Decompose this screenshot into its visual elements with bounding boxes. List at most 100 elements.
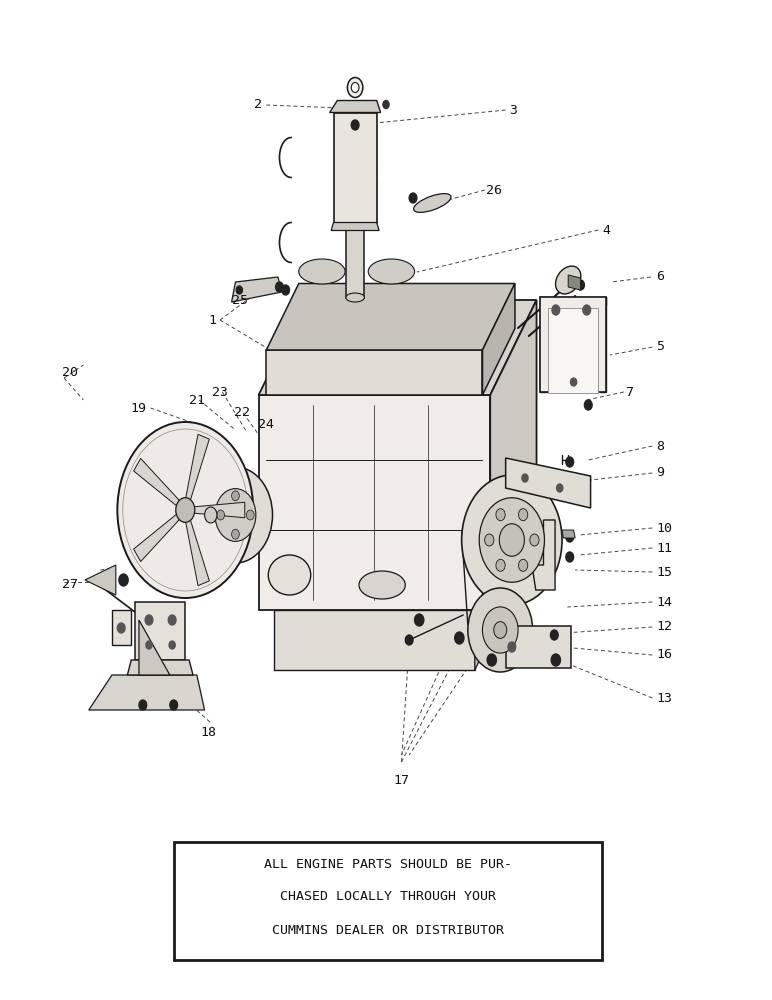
Circle shape bbox=[487, 654, 496, 666]
Text: CHASED LOCALLY THROUGH YOUR: CHASED LOCALLY THROUGH YOUR bbox=[280, 890, 496, 904]
Polygon shape bbox=[266, 350, 482, 395]
Circle shape bbox=[217, 510, 225, 520]
Text: 13: 13 bbox=[656, 692, 672, 704]
Polygon shape bbox=[139, 620, 170, 675]
Polygon shape bbox=[232, 277, 282, 302]
Text: 14: 14 bbox=[656, 595, 672, 608]
Text: 10: 10 bbox=[656, 522, 672, 534]
Circle shape bbox=[485, 534, 494, 546]
Circle shape bbox=[282, 285, 290, 295]
Circle shape bbox=[232, 529, 239, 539]
Circle shape bbox=[409, 193, 417, 203]
Bar bbox=[548, 308, 598, 393]
Polygon shape bbox=[85, 565, 116, 595]
Circle shape bbox=[583, 305, 591, 315]
Circle shape bbox=[499, 524, 524, 556]
Bar bbox=[174, 842, 602, 960]
Circle shape bbox=[571, 378, 577, 386]
Circle shape bbox=[462, 475, 562, 605]
Polygon shape bbox=[259, 300, 537, 395]
Ellipse shape bbox=[346, 293, 364, 302]
Circle shape bbox=[415, 614, 424, 626]
Ellipse shape bbox=[368, 259, 415, 284]
Polygon shape bbox=[127, 660, 193, 675]
Circle shape bbox=[383, 101, 389, 108]
Circle shape bbox=[146, 641, 152, 649]
Text: 2: 2 bbox=[255, 99, 262, 111]
Polygon shape bbox=[89, 675, 205, 710]
Circle shape bbox=[519, 559, 528, 571]
Circle shape bbox=[482, 607, 518, 653]
Ellipse shape bbox=[268, 555, 310, 595]
Polygon shape bbox=[185, 434, 209, 501]
Text: 19: 19 bbox=[130, 401, 147, 414]
Circle shape bbox=[246, 510, 254, 520]
Text: 25: 25 bbox=[232, 294, 248, 306]
Polygon shape bbox=[568, 275, 581, 290]
Text: 21: 21 bbox=[189, 393, 205, 406]
Text: ALL ENGINE PARTS SHOULD BE PUR-: ALL ENGINE PARTS SHOULD BE PUR- bbox=[264, 857, 512, 870]
Circle shape bbox=[522, 474, 528, 482]
Text: 7: 7 bbox=[625, 385, 633, 398]
Circle shape bbox=[496, 509, 505, 521]
Polygon shape bbox=[112, 610, 131, 645]
Polygon shape bbox=[540, 297, 606, 392]
Circle shape bbox=[351, 120, 359, 130]
Polygon shape bbox=[331, 223, 379, 231]
Circle shape bbox=[232, 491, 239, 501]
Text: 23: 23 bbox=[212, 385, 228, 398]
Circle shape bbox=[168, 615, 176, 625]
Polygon shape bbox=[600, 297, 606, 392]
Bar bbox=[135, 602, 185, 660]
Circle shape bbox=[455, 632, 464, 644]
Polygon shape bbox=[506, 458, 591, 508]
Polygon shape bbox=[540, 297, 547, 392]
Circle shape bbox=[276, 282, 283, 292]
Text: 11: 11 bbox=[656, 542, 672, 554]
Polygon shape bbox=[274, 610, 475, 670]
Polygon shape bbox=[185, 519, 209, 586]
Text: CUMMINS DEALER OR DISTRIBUTOR: CUMMINS DEALER OR DISTRIBUTOR bbox=[272, 924, 504, 936]
Text: 3: 3 bbox=[510, 104, 517, 116]
Circle shape bbox=[215, 489, 256, 541]
Circle shape bbox=[145, 615, 153, 625]
Circle shape bbox=[468, 588, 533, 672]
Polygon shape bbox=[513, 520, 555, 590]
Circle shape bbox=[139, 700, 147, 710]
Circle shape bbox=[205, 507, 217, 523]
Circle shape bbox=[405, 635, 413, 645]
Bar bbox=[346, 223, 364, 298]
Polygon shape bbox=[266, 284, 515, 350]
Ellipse shape bbox=[299, 259, 345, 284]
Text: 12: 12 bbox=[656, 620, 672, 634]
Text: 17: 17 bbox=[394, 774, 409, 786]
Circle shape bbox=[176, 498, 195, 522]
Circle shape bbox=[584, 400, 592, 410]
Circle shape bbox=[117, 623, 125, 633]
Polygon shape bbox=[134, 458, 181, 507]
Ellipse shape bbox=[359, 571, 405, 599]
Text: 6: 6 bbox=[656, 270, 664, 284]
Text: 4: 4 bbox=[602, 224, 610, 236]
Polygon shape bbox=[334, 112, 377, 223]
Text: 15: 15 bbox=[656, 566, 672, 578]
Circle shape bbox=[566, 552, 574, 562]
Polygon shape bbox=[259, 395, 490, 610]
Polygon shape bbox=[330, 101, 381, 112]
Polygon shape bbox=[475, 562, 498, 670]
Circle shape bbox=[347, 78, 363, 98]
Circle shape bbox=[496, 559, 505, 571]
Text: 27: 27 bbox=[62, 578, 78, 591]
Text: 24: 24 bbox=[259, 418, 274, 432]
Circle shape bbox=[519, 509, 528, 521]
Polygon shape bbox=[193, 502, 245, 518]
Circle shape bbox=[479, 498, 544, 582]
Bar bbox=[506, 626, 571, 668]
Circle shape bbox=[198, 467, 273, 563]
Circle shape bbox=[557, 484, 563, 492]
Circle shape bbox=[123, 429, 248, 591]
Circle shape bbox=[508, 642, 516, 652]
Circle shape bbox=[119, 574, 128, 586]
Circle shape bbox=[117, 422, 253, 598]
Polygon shape bbox=[134, 513, 181, 562]
